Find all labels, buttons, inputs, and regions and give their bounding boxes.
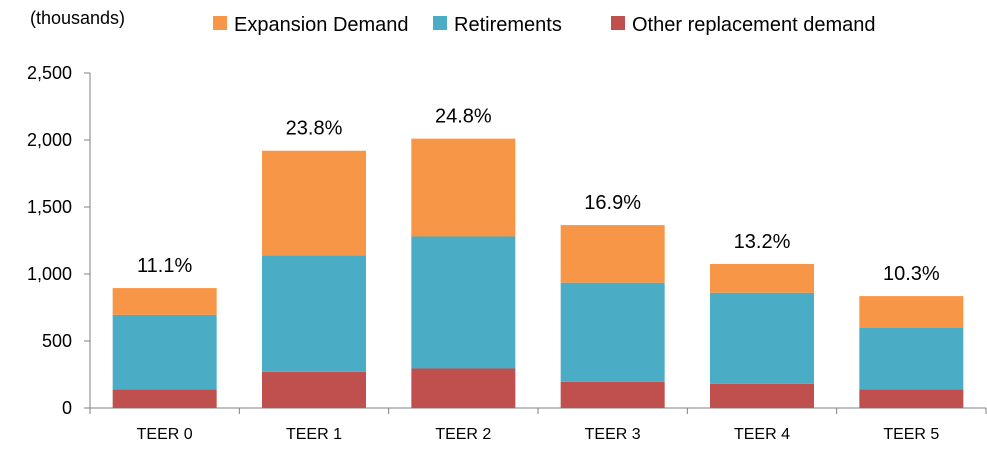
y-tick-label: 2,500 (27, 63, 72, 83)
data-label: 11.1% (137, 255, 192, 277)
bar-segment-retirements (411, 236, 516, 369)
legend-swatch (433, 16, 447, 30)
legend-label: Other replacement demand (632, 14, 875, 36)
bar-segment-expansion-demand (112, 288, 217, 315)
x-tick-label: TEER 4 (734, 426, 790, 443)
bar-segment-retirements (859, 327, 964, 390)
bar-segment-retirements (112, 314, 217, 390)
axes (89, 73, 986, 409)
x-tick-label: TEER 0 (137, 426, 193, 443)
bar-segment-expansion-demand (560, 225, 665, 283)
x-tick-label: TEER 2 (435, 426, 491, 443)
bar-segment-other-replacement-demand (262, 371, 366, 408)
data-label: 23.8% (286, 118, 343, 140)
y-ticks: 0 500 1,000 1,500 2,000 2,500 (27, 63, 90, 418)
bar-segment-retirements (262, 255, 366, 372)
bar-segment-expansion-demand (710, 263, 814, 293)
bar-segment-other-replacement-demand (411, 368, 516, 408)
y-tick-label: 1,000 (27, 264, 72, 284)
data-labels: 11.1% 23.8% 24.8% 16.9% 13.2% 10.3% (137, 106, 940, 285)
legend-label: Retirements (454, 14, 562, 36)
bar-segment-retirements (560, 282, 665, 382)
y-tick-label: 0 (62, 398, 72, 418)
data-label: 10.3% (883, 263, 940, 285)
legend-label: Expansion Demand (234, 14, 409, 36)
y-tick-label: 2,000 (27, 130, 72, 150)
legend: Expansion Demand Retirements Other replace… (213, 14, 875, 36)
data-label: 13.2% (734, 231, 791, 253)
bar-segment-other-replacement-demand (560, 381, 665, 408)
bar-segment-other-replacement-demand (859, 389, 964, 408)
x-ticks: TEER 0 TEER 1 TEER 2 TEER 3 TEER 4 TEER 5 (89, 408, 987, 443)
legend-swatch (611, 16, 625, 30)
bar-segment-expansion-demand (411, 138, 516, 237)
x-tick-label: TEER 3 (585, 426, 641, 443)
bar-segment-other-replacement-demand (710, 383, 814, 408)
y-tick-label: 500 (42, 331, 72, 351)
y-unit-label: (thousands) (30, 8, 125, 28)
bars (112, 138, 964, 408)
data-label: 24.8% (435, 106, 492, 128)
bar-segment-other-replacement-demand (112, 389, 217, 408)
bar-segment-expansion-demand (262, 150, 366, 256)
bar-segment-retirements (710, 292, 814, 384)
x-tick-label: TEER 1 (286, 426, 342, 443)
data-label: 16.9% (584, 192, 641, 214)
legend-swatch (213, 16, 227, 30)
y-tick-label: 1,500 (27, 197, 72, 217)
bar-segment-expansion-demand (859, 296, 964, 328)
x-tick-label: TEER 5 (883, 426, 939, 443)
